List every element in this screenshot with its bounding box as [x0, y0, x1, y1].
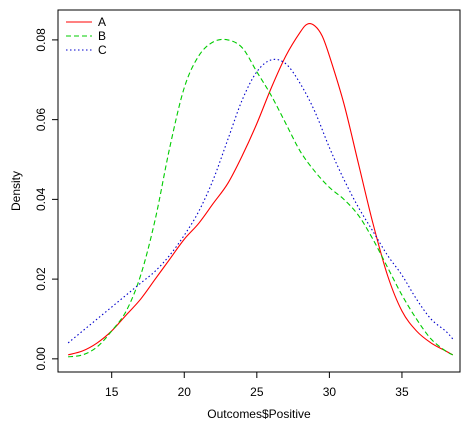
series-line-b [68, 38, 454, 358]
legend-label-c: C [98, 43, 107, 57]
series-line-a [68, 23, 454, 356]
x-tick-label: 15 [105, 385, 119, 399]
x-tick-label: 30 [323, 385, 337, 399]
x-axis-label: Outcomes$Positive [207, 407, 311, 421]
legend-label-a: A [98, 15, 106, 29]
y-axis: 0.00 0.02 0.04 0.06 0.08 [34, 28, 59, 371]
y-tick-label: 0.06 [34, 108, 48, 132]
y-tick-label: 0.00 [34, 347, 48, 371]
y-axis-label: Density [9, 171, 23, 211]
series-line-c [67, 58, 454, 344]
legend-label-b: B [98, 29, 106, 43]
series-layer [67, 23, 454, 358]
x-tick-label: 35 [395, 385, 409, 399]
plot-frame [57, 9, 461, 373]
y-tick-label: 0.02 [34, 267, 48, 291]
y-tick-label: 0.04 [34, 187, 48, 211]
x-tick-label: 25 [250, 385, 264, 399]
x-tick-label: 20 [178, 385, 192, 399]
x-axis: 15 20 25 30 35 [105, 371, 409, 399]
legend: ABC [66, 15, 107, 57]
y-tick-label: 0.08 [34, 28, 48, 52]
